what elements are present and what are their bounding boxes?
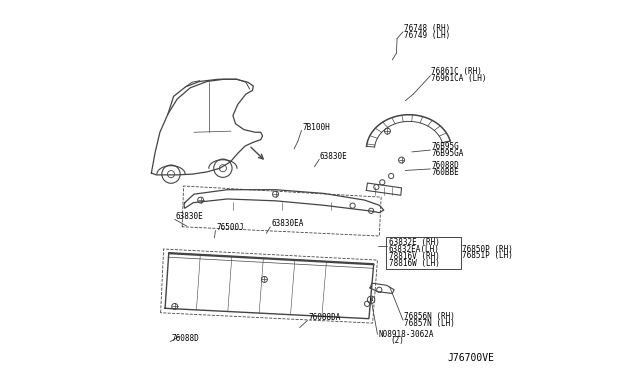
Text: 78816W (LH): 78816W (LH) (389, 259, 440, 267)
Text: 76B95G: 76B95G (431, 142, 459, 151)
Text: 76B95GA: 76B95GA (431, 149, 463, 158)
Text: 760BBE: 760BBE (431, 168, 459, 177)
Text: 76851P (LH): 76851P (LH) (461, 251, 513, 260)
Text: 63830E: 63830E (320, 152, 348, 161)
Text: J76700VE: J76700VE (447, 353, 494, 363)
Text: 63830E: 63830E (175, 212, 204, 221)
Text: 63832E (RH): 63832E (RH) (389, 238, 440, 247)
Text: 76749 (LH): 76749 (LH) (404, 31, 450, 40)
Text: 76856N (RH): 76856N (RH) (404, 312, 454, 321)
Text: 78816V (RH): 78816V (RH) (389, 252, 440, 261)
Text: 63832EA(LH): 63832EA(LH) (389, 244, 440, 253)
Text: 76748 (RH): 76748 (RH) (404, 23, 450, 33)
Text: 7B100H: 7B100H (303, 123, 331, 132)
Text: 76088D: 76088D (431, 161, 459, 170)
Text: 76961CA (LH): 76961CA (LH) (431, 74, 486, 83)
Text: 76088DA: 76088DA (308, 313, 340, 322)
Text: 63830EA: 63830EA (271, 219, 303, 228)
Text: 76857N (LH): 76857N (LH) (404, 319, 454, 328)
Text: (2): (2) (390, 336, 404, 346)
Text: N08918-3062A: N08918-3062A (378, 330, 434, 339)
Text: 76861C (RH): 76861C (RH) (431, 67, 482, 76)
Text: 76088D: 76088D (171, 334, 199, 343)
Text: N: N (369, 297, 372, 302)
Text: 76500J: 76500J (216, 223, 244, 232)
Text: 76850P (RH): 76850P (RH) (461, 244, 513, 253)
